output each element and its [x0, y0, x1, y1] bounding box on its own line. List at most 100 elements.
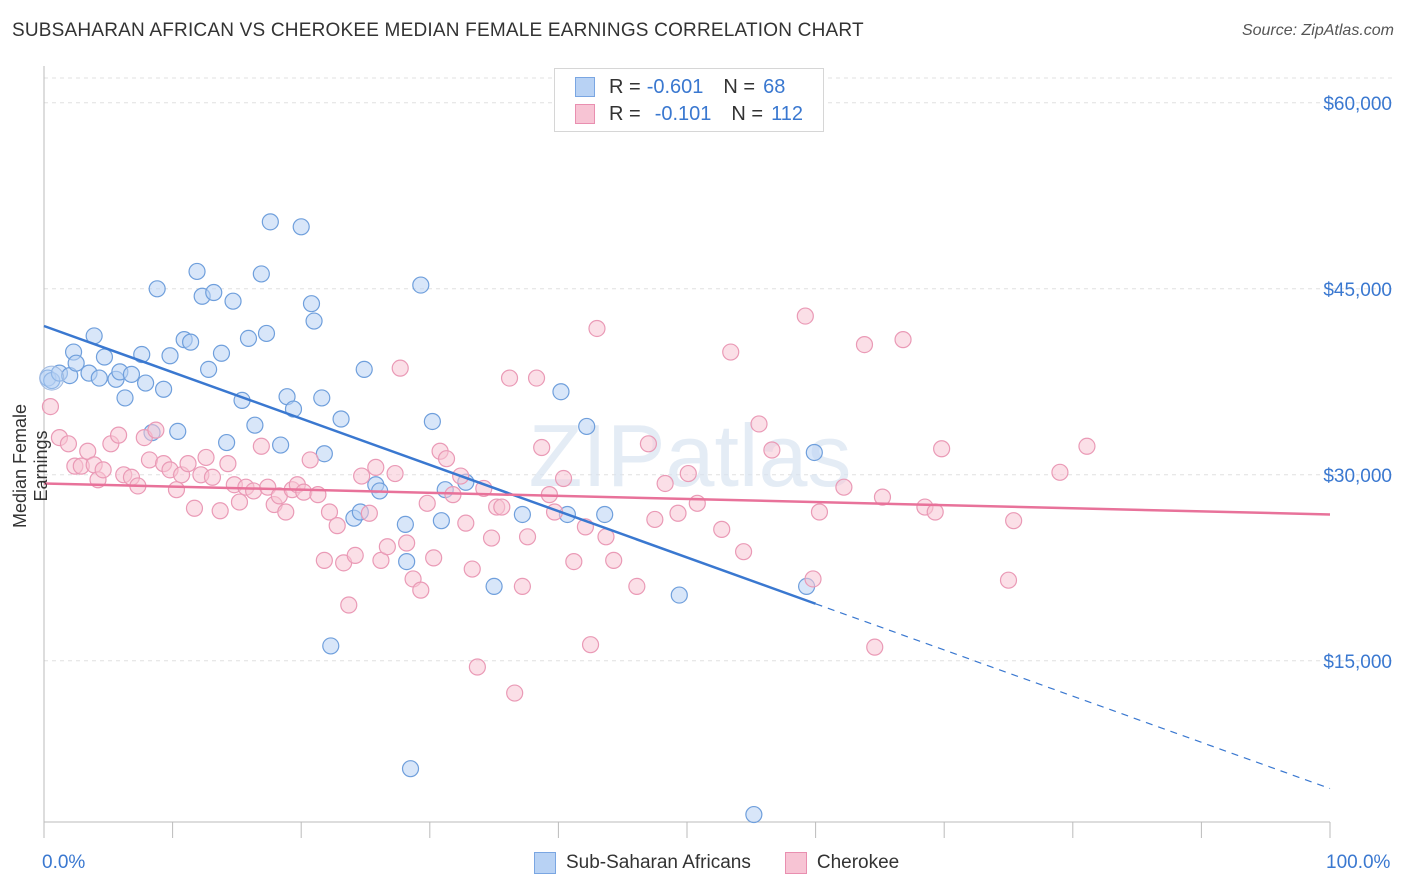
data-point-sub-saharan [596, 505, 614, 524]
data-point-sub-saharan [401, 760, 420, 778]
y-tick-label: $45,000 [1323, 280, 1392, 301]
data-point-cherokee [259, 478, 277, 496]
data-point-cherokee [245, 482, 263, 500]
y-tick-label: $60,000 [1323, 94, 1392, 115]
data-point-cherokee [328, 517, 346, 535]
legend-row-cherokee: R = -0.101 N = 112 [575, 102, 803, 126]
series-sub-saharan-points [39, 213, 823, 824]
data-point-cherokee [688, 494, 706, 512]
watermark: ZIPatlas [529, 406, 852, 505]
data-point-sub-saharan [396, 515, 414, 534]
data-point-cherokee [320, 503, 339, 521]
legend-label-cherokee: Cherokee [816, 852, 900, 873]
data-point-cherokee [588, 319, 606, 338]
trend-line-sub-saharan-extension [815, 603, 1331, 790]
data-point-cherokee [367, 458, 385, 476]
y-tick-labels: $60,000 $45,000 $30,000 $15,000 [1323, 94, 1392, 673]
data-point-sub-saharan [200, 360, 218, 378]
data-point-cherokee [628, 577, 646, 596]
axes [43, 66, 1331, 838]
data-point-cherokee [167, 481, 186, 499]
data-point-cherokee [463, 560, 481, 578]
legend-swatch-pink [575, 104, 595, 124]
data-point-cherokee [109, 426, 128, 444]
data-point-cherokee [185, 499, 204, 517]
data-point-cherokee [866, 638, 884, 656]
data-point-sub-saharan [332, 410, 350, 428]
data-point-cherokee [1051, 463, 1069, 481]
data-point-sub-saharan [39, 365, 65, 391]
data-point-cherokee [493, 498, 511, 516]
legend-n-label: N = [731, 102, 764, 125]
data-point-cherokee [713, 520, 731, 538]
data-point-sub-saharan [305, 312, 323, 330]
data-point-cherokee [59, 435, 78, 453]
legend-swatch-pink [784, 852, 807, 874]
data-point-cherokee [679, 464, 697, 483]
data-point-cherokee [933, 440, 951, 458]
data-point-cherokee [418, 494, 436, 512]
data-point-cherokee [252, 437, 270, 455]
legend-r-value: -0.601 [646, 75, 704, 98]
x-min-label: 0.0% [42, 852, 86, 873]
data-point-sub-saharan [315, 445, 333, 463]
data-point-cherokee [533, 438, 551, 457]
data-point-cherokee [482, 529, 501, 547]
stats-legend: R = -0.601 N = 68 R = -0.101 N = 112 [554, 68, 824, 132]
data-point-cherokee [810, 503, 829, 521]
data-point-cherokee [554, 469, 573, 488]
data-point-cherokee [500, 369, 519, 387]
data-point-cherokee [437, 450, 456, 468]
legend-r-label: R = [609, 75, 641, 98]
data-point-sub-saharan [745, 805, 763, 824]
x-max-label: 100.0% [1326, 852, 1391, 873]
chart-title: SUBSAHARAN AFRICAN VS CHEROKEE MEDIAN FE… [12, 20, 864, 41]
data-point-cherokee [513, 577, 531, 596]
legend-item-cherokee: Cherokee [784, 852, 900, 874]
data-point-cherokee [140, 451, 159, 469]
data-point-sub-saharan [205, 283, 223, 302]
data-point-sub-saharan [805, 443, 823, 462]
data-point-cherokee [999, 571, 1018, 589]
data-point-cherokee [518, 528, 537, 546]
data-point-sub-saharan [161, 347, 179, 365]
data-point-cherokee [873, 488, 892, 506]
data-point-cherokee [295, 483, 313, 501]
data-point-cherokee [894, 331, 912, 349]
data-point-cherokee [565, 552, 583, 571]
data-point-sub-saharan [246, 416, 264, 434]
data-point-sub-saharan [95, 348, 114, 366]
legend-item-sub-saharan: Sub-Saharan Africans [534, 852, 751, 874]
trend-lines [43, 324, 1331, 790]
data-point-sub-saharan [313, 389, 331, 407]
data-point-sub-saharan [552, 383, 570, 401]
data-point-sub-saharan [513, 505, 531, 524]
data-point-cherokee [1005, 512, 1023, 530]
data-point-cherokee [346, 546, 364, 565]
legend-n-value: 68 [763, 75, 786, 98]
data-point-sub-saharan [148, 280, 166, 298]
data-point-cherokee [412, 581, 430, 599]
data-point-sub-saharan [154, 380, 173, 398]
data-point-sub-saharan [90, 369, 108, 387]
data-point-cherokee [340, 596, 358, 614]
data-point-sub-saharan [169, 422, 187, 440]
data-point-cherokee [219, 455, 237, 473]
data-point-cherokee [353, 467, 371, 485]
data-point-cherokee [386, 464, 404, 483]
legend-r-value: -0.101 [654, 102, 712, 125]
data-point-sub-saharan [261, 213, 279, 231]
data-point-sub-saharan [224, 292, 242, 310]
legend-swatch-blue [575, 77, 595, 97]
data-point-cherokee [360, 504, 378, 522]
data-point-sub-saharan [485, 577, 503, 596]
data-point-cherokee [506, 684, 524, 702]
data-point-cherokee [94, 461, 112, 479]
data-point-cherokee [926, 503, 944, 521]
data-point-sub-saharan [302, 295, 321, 313]
data-point-sub-saharan [292, 218, 310, 236]
legend-n-label: N = [723, 75, 756, 98]
data-point-sub-saharan [257, 324, 276, 343]
data-point-cherokee [656, 474, 674, 493]
gridlines [44, 77, 1394, 662]
